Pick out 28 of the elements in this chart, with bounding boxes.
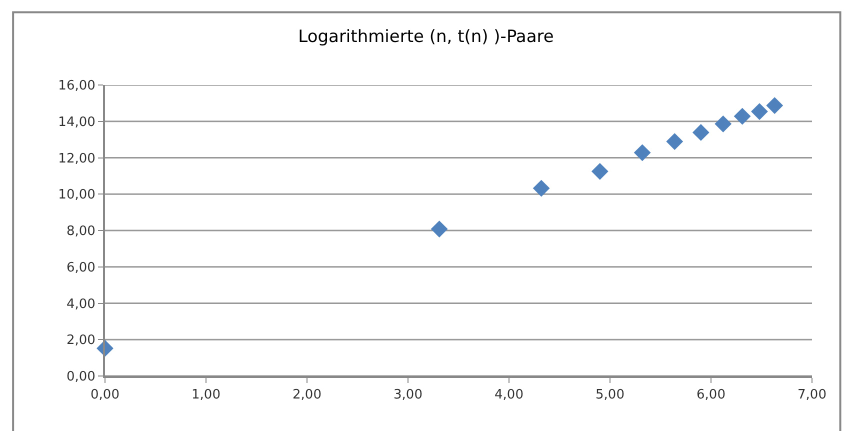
y-tick-label: 4,00 [66, 296, 96, 312]
y-tick-label: 8,00 [66, 224, 96, 240]
x-tick-label: 2,00 [292, 388, 322, 403]
point [666, 133, 684, 150]
y-tick-label: 0,00 [66, 370, 96, 385]
point [634, 144, 651, 162]
point [734, 108, 751, 125]
x-tick-label: 0,00 [90, 388, 120, 403]
x-tick-label: 6,00 [696, 388, 726, 403]
y-tick-label: 14,00 [58, 114, 96, 130]
y-tick-label: 2,00 [66, 333, 96, 348]
y-tick-label: 10,00 [58, 188, 96, 203]
point [751, 103, 768, 120]
point [430, 220, 448, 238]
point [714, 115, 732, 132]
y-tick-label: 16,00 [58, 78, 96, 94]
point [532, 180, 550, 197]
y-tick-label: 12,00 [58, 151, 96, 166]
x-tick-label: 4,00 [494, 388, 524, 403]
x-tick-label: 7,00 [798, 388, 826, 403]
x-tick-label: 1,00 [192, 388, 220, 403]
y-tick-label: 6,00 [66, 260, 96, 276]
point [591, 162, 608, 180]
chart-title: Logarithmierte (n, t(n) )-Paare [298, 27, 554, 48]
x-tick-label: 5,00 [596, 388, 624, 403]
point [766, 97, 784, 114]
x-tick-label: 3,00 [394, 388, 422, 403]
point [692, 124, 710, 141]
